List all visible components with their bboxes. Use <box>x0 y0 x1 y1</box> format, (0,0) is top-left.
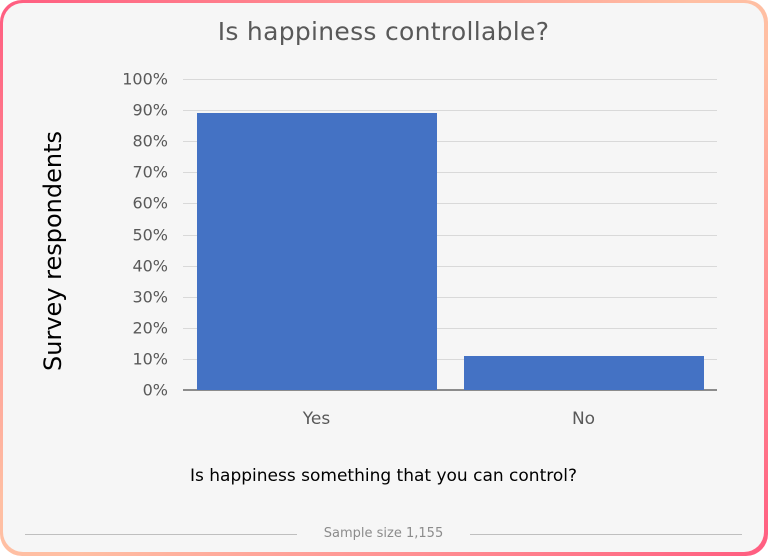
y-tick-label: 80% <box>132 131 168 151</box>
gridline <box>183 172 717 174</box>
gridline <box>183 234 717 236</box>
chart-card: Is happiness controllable? Survey respon… <box>3 3 764 552</box>
gridline <box>183 296 717 298</box>
y-tick-label: 60% <box>132 193 168 213</box>
gridline <box>183 358 717 360</box>
x-category-label: No <box>571 409 596 429</box>
x-category-label: Yes <box>302 409 331 429</box>
y-tick-label: 30% <box>132 287 168 307</box>
y-tick-label: 70% <box>132 162 168 182</box>
bar-yes <box>196 113 437 390</box>
y-tick-label: 40% <box>132 256 168 276</box>
y-tick-label: 50% <box>132 225 168 244</box>
footer-divider-right <box>470 534 742 535</box>
y-axis-label: Survey respondents <box>39 131 67 371</box>
gridline <box>183 265 717 267</box>
gridline <box>183 79 717 80</box>
sample-size-note: Sample size 1,155 <box>323 526 444 541</box>
footer-divider-left <box>25 534 297 535</box>
plot-area: 0% 10% 20% 30% 40% 50% 60% 70% 80% 90% 100% Yes No <box>122 70 717 429</box>
gridline <box>183 141 717 143</box>
y-tick-label: 90% <box>132 100 168 120</box>
y-tick-label: 20% <box>132 318 168 338</box>
x-axis-line <box>183 389 717 391</box>
x-axis-label: Is happiness something that you can cont… <box>190 466 577 486</box>
bar-no <box>463 355 704 390</box>
y-tick-label: 0% <box>142 380 168 400</box>
gridline <box>183 110 717 112</box>
gridline <box>183 203 717 205</box>
chart-title: Is happiness controllable? <box>217 17 550 46</box>
y-tick-label: 100% <box>122 69 168 89</box>
y-tick-label: 10% <box>132 349 168 369</box>
gridline <box>183 327 717 329</box>
